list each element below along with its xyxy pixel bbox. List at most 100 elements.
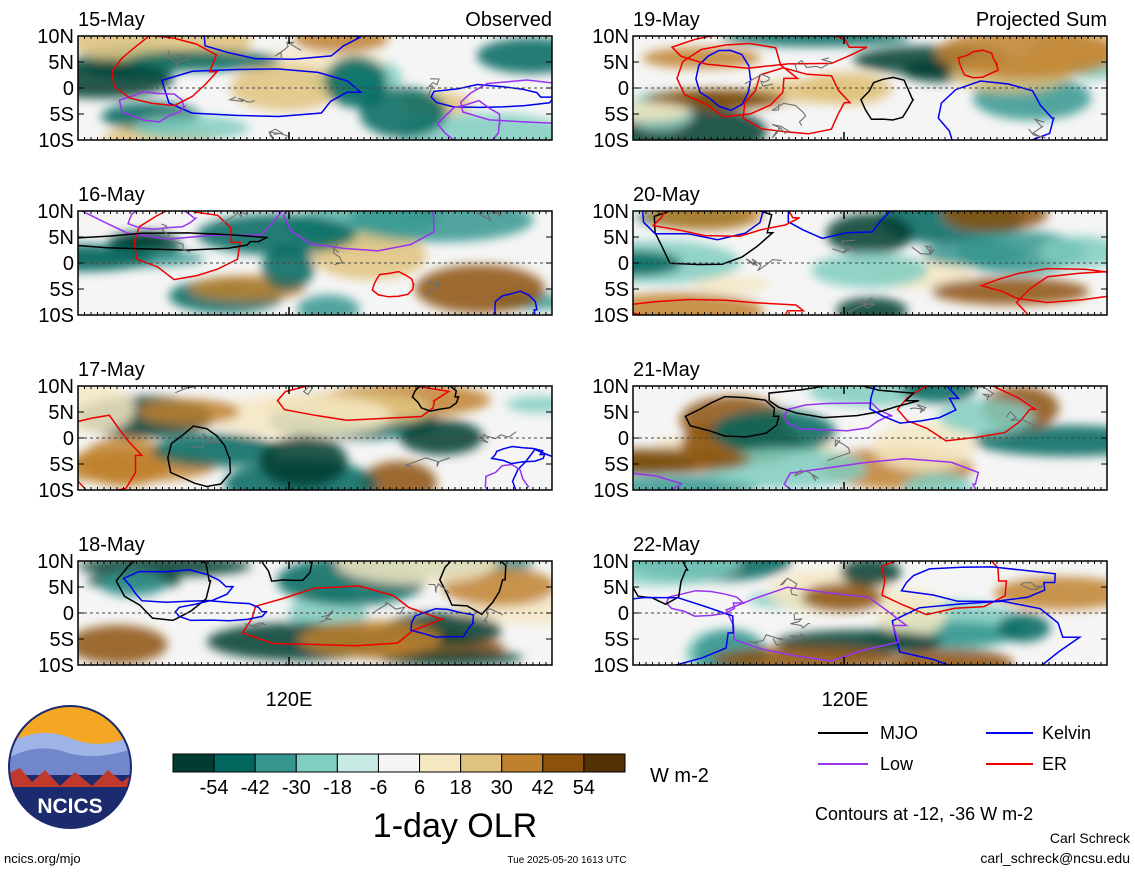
olr-anomaly-blob (711, 409, 836, 455)
contour-er (371, 270, 415, 298)
contour-kelvin (633, 596, 735, 665)
lat-tick-label: 10N (37, 376, 74, 398)
contour-er (1015, 270, 1107, 315)
contour-mjo (78, 232, 270, 251)
contour-low (118, 91, 187, 123)
olr-anomaly-blob (359, 87, 447, 138)
olr-anomaly-blob (348, 211, 534, 243)
colorbar-swatch (542, 753, 585, 773)
olr-panel-21-may: 10N 5N 0 5S 10S 21-May (592, 359, 1108, 502)
contour-mjo (438, 561, 507, 616)
lat-tick-label: 10N (37, 201, 74, 223)
lon-label-left: 120E (266, 689, 313, 711)
lat-tick-label: 5N (603, 577, 629, 599)
colorbar-swatch (460, 753, 503, 773)
colorbar-swatch (377, 753, 421, 773)
coastline (745, 258, 782, 272)
colorbar-tick-label: 6 (414, 777, 425, 799)
olr-anomaly-blob (299, 620, 442, 658)
contour-er (979, 267, 1107, 304)
footer-timestamp: Tue 2025-05-20 1613 UTC (507, 855, 626, 866)
contour-er (241, 585, 445, 647)
olr-anomaly-blob (646, 211, 763, 231)
lat-tick-label: 0 (618, 428, 629, 450)
contour-mjo (115, 561, 212, 622)
olr-anomaly-blob (973, 425, 1107, 457)
coastline (404, 457, 451, 468)
olr-panel-20-may: 10N 5N 0 5S 10S 20-May (592, 184, 1108, 327)
olr-anomaly-blob (633, 561, 741, 586)
coastline (274, 41, 302, 60)
lat-tick-label: 0 (63, 428, 74, 450)
olr-anomaly-blob (379, 649, 524, 665)
contour-mjo (261, 561, 313, 583)
olr-anomaly-blob (297, 294, 360, 315)
olr-anomaly-blob (690, 276, 771, 294)
contour-kelvin (695, 49, 752, 112)
logo-text: NCICS (37, 795, 102, 818)
lat-tick-label: 5S (605, 104, 629, 126)
legend: MJO Kelvin Low ER (818, 723, 1091, 774)
lat-tick-label: 10N (592, 551, 629, 573)
olr-panel-16-may: 10N 5N 0 5S 10S 16-May (37, 184, 553, 327)
lat-tick-label: 10S (593, 480, 629, 502)
colorbar: -54 -42 -30 -18 -6 6 18 30 42 54 (172, 753, 626, 799)
olr-anomaly-blob (642, 47, 761, 69)
contour-kelvin (869, 386, 961, 424)
panel-date-label: 22-May (633, 534, 700, 556)
olr-anomaly-blob (891, 648, 1014, 665)
lat-tick-label: 5S (50, 454, 74, 476)
lat-tick-label: 5N (48, 577, 74, 599)
olr-anomaly-blob (78, 59, 174, 99)
contour-low (783, 402, 893, 432)
colorbar-tick-label: -6 (370, 777, 388, 799)
coastline (847, 297, 876, 313)
olr-anomaly-blob (259, 435, 348, 488)
coastline (423, 280, 442, 296)
contour-er (633, 298, 806, 315)
contour-er (276, 386, 451, 421)
coastline (1028, 118, 1046, 139)
contour-kelvin (410, 607, 475, 638)
olr-panel-18-may: 10N 5N 0 5S 10S 18-May (37, 534, 553, 677)
panel-date-label: 21-May (633, 359, 700, 381)
coastline (332, 242, 343, 266)
contour-kelvin (160, 68, 363, 118)
footer-url: ncics.org/mjo (4, 851, 81, 866)
contour-er (651, 211, 800, 237)
lat-tick-label: 0 (63, 253, 74, 275)
olr-anomaly-blob (633, 292, 765, 315)
contour-low (459, 79, 552, 124)
column-header: Observed (465, 9, 552, 31)
contour-note: Contours at -12, -36 W m-2 (815, 804, 1033, 824)
coastline (227, 96, 256, 103)
coastline (771, 123, 791, 138)
lon-label-right: 120E (822, 689, 869, 711)
contour-kelvin (122, 569, 235, 604)
colorbar-tick-label: -54 (200, 777, 229, 799)
olr-anomaly-blob (152, 433, 279, 468)
coastline (771, 102, 807, 126)
contour-er (78, 414, 144, 490)
contour-low (725, 586, 909, 662)
olr-anomaly-blob (903, 472, 974, 490)
olr-anomaly-blob (230, 64, 342, 111)
contour-kelvin (490, 445, 546, 465)
olr-anomaly-blob (133, 115, 249, 140)
contour-mjo (768, 386, 920, 419)
contour-er (896, 386, 1038, 442)
colorbar-tick-label: -42 (241, 777, 270, 799)
coastline (744, 73, 774, 87)
lat-tick-label: 5S (50, 104, 74, 126)
contour-low (127, 211, 198, 230)
coastline (794, 57, 833, 72)
lat-tick-label: 5S (50, 279, 74, 301)
panel-date-label: 19-May (633, 9, 700, 31)
chart-title: 1-day OLR (373, 807, 537, 845)
lat-tick-label: 5S (605, 454, 629, 476)
olr-anomaly-blob (324, 56, 388, 108)
colorbar-swatch (213, 753, 256, 773)
olr-anomaly-blob (78, 386, 135, 434)
colorbar-swatch (419, 753, 462, 773)
footer-author: Carl Schreck (1050, 830, 1131, 846)
